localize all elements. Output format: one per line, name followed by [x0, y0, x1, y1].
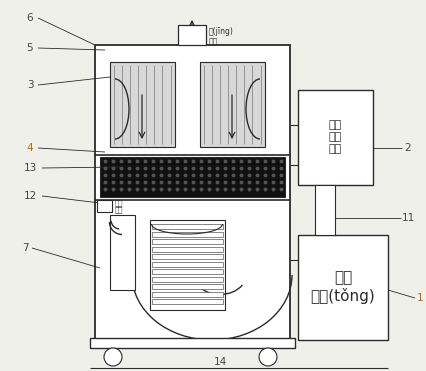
Bar	[152, 276, 223, 282]
Bar	[152, 292, 223, 296]
Bar	[97, 200, 112, 212]
Text: 12: 12	[23, 191, 37, 201]
Text: 3: 3	[27, 80, 33, 90]
Bar	[152, 299, 223, 304]
Bar	[152, 284, 223, 289]
Text: 經(jīng)
氣體: 經(jīng) 氣體	[209, 27, 234, 46]
Text: 11: 11	[401, 213, 414, 223]
Text: 4: 4	[27, 143, 33, 153]
Text: 5: 5	[27, 43, 33, 53]
Bar	[100, 157, 285, 197]
Circle shape	[104, 348, 122, 366]
Text: 14: 14	[213, 357, 227, 367]
Text: 控制
系統(tǒng): 控制 系統(tǒng)	[311, 270, 375, 304]
Bar	[110, 62, 175, 147]
Text: 6: 6	[27, 13, 33, 23]
Text: 1: 1	[417, 293, 423, 303]
Bar	[200, 62, 265, 147]
Bar	[152, 262, 223, 266]
Bar	[110, 215, 135, 290]
Bar	[152, 254, 223, 259]
Bar	[152, 269, 223, 274]
Bar	[152, 232, 223, 236]
Bar	[150, 220, 225, 310]
Bar	[152, 246, 223, 252]
Bar	[90, 338, 295, 348]
Bar	[298, 90, 373, 185]
Bar	[315, 185, 335, 235]
Bar	[152, 224, 223, 229]
Text: 凈化
氣體: 凈化 氣體	[115, 199, 124, 213]
Text: 2: 2	[405, 143, 412, 153]
Bar	[178, 25, 206, 45]
Bar	[298, 235, 388, 340]
Circle shape	[259, 348, 277, 366]
Text: 7: 7	[22, 243, 28, 253]
Bar	[95, 45, 290, 340]
Text: 13: 13	[23, 163, 37, 173]
Text: 壓差
傳感
模塊: 壓差 傳感 模塊	[328, 121, 342, 154]
Bar	[152, 239, 223, 244]
